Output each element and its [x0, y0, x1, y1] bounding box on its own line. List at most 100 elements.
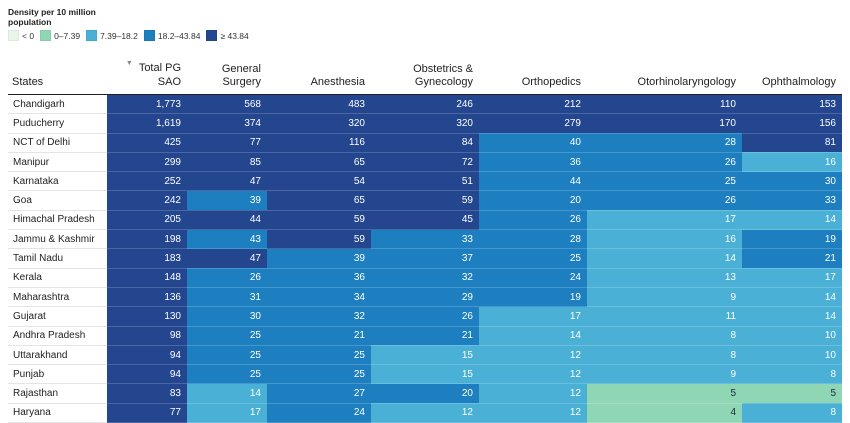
density-value-cell: 77: [107, 403, 187, 423]
column-header-general-surgery[interactable]: General Surgery: [187, 55, 267, 95]
density-value-cell: 198: [107, 229, 187, 250]
density-value-cell: 65: [267, 152, 371, 173]
density-value-cell: 10: [742, 326, 842, 346]
column-header-orthopedics[interactable]: Orthopedics: [479, 55, 587, 95]
density-value-cell: 21: [267, 326, 371, 346]
density-value-cell: 36: [479, 152, 587, 173]
density-value-cell: 25: [587, 171, 742, 192]
legend-title: Density per 10 million population: [8, 7, 96, 27]
density-value-cell: 29: [371, 287, 479, 308]
density-value-cell: 5: [587, 383, 742, 404]
column-header-label: Ophthalmology: [762, 76, 836, 88]
density-value-cell: 9: [587, 287, 742, 308]
table-body: Chandigarh 1,773 568 483 246 212 110 153 Puduche…: [8, 94, 842, 423]
density-value-cell: 110: [587, 94, 742, 115]
column-header-anesthesia[interactable]: Anesthesia: [267, 55, 371, 95]
density-value-cell: 72: [371, 152, 479, 173]
table-row: Himachal Pradesh 205 44 59 45 26 17 14: [8, 210, 842, 231]
table-row: Jammu & Kashmir 198 43 59 33 28 16 19: [8, 229, 842, 250]
density-value-cell: 374: [187, 113, 267, 134]
density-value-cell: 246: [371, 94, 479, 115]
density-value-cell: 483: [267, 94, 371, 115]
state-name-cell: Kerala: [8, 268, 107, 288]
density-value-cell: 320: [371, 113, 479, 134]
legend-swatch: [143, 30, 155, 41]
legend-items: < 0 0–7.39 7.39–18.2 18.2–43.84 ≥ 43.84: [8, 30, 255, 41]
density-value-cell: 33: [371, 229, 479, 250]
density-value-cell: 12: [479, 364, 587, 385]
density-value-cell: 170: [587, 113, 742, 134]
state-name-cell: Manipur: [8, 152, 107, 173]
density-value-cell: 14: [587, 248, 742, 269]
table-row: Chandigarh 1,773 568 483 246 212 110 153: [8, 94, 842, 115]
density-value-cell: 14: [742, 210, 842, 231]
density-value-cell: 568: [187, 94, 267, 115]
column-header-states[interactable]: States: [8, 55, 107, 95]
density-value-cell: 16: [742, 152, 842, 173]
density-value-cell: 9: [587, 364, 742, 385]
density-value-cell: 30: [742, 171, 842, 192]
density-value-cell: 12: [479, 403, 587, 423]
density-value-cell: 14: [742, 287, 842, 308]
legend-swatch: [206, 30, 218, 41]
state-name-cell: Chandigarh: [8, 94, 107, 115]
density-value-cell: 148: [107, 268, 187, 288]
legend-label: 18.2–43.84: [157, 30, 201, 41]
column-header-ophthalmology[interactable]: Ophthalmology: [742, 55, 842, 95]
density-value-cell: 16: [587, 229, 742, 250]
table-row: Karnataka 252 47 54 51 44 25 30: [8, 171, 842, 192]
density-value-cell: 320: [267, 113, 371, 134]
table-row: Manipur 299 85 65 72 36 26 16: [8, 152, 842, 173]
density-value-cell: 17: [479, 306, 587, 327]
column-header-otorhinolaryngology[interactable]: Otorhinolaryngology: [587, 55, 742, 95]
density-value-cell: 25: [267, 364, 371, 385]
density-value-cell: 34: [267, 287, 371, 308]
column-header-label: Orthopedics: [521, 76, 581, 88]
state-name-cell: Gujarat: [8, 306, 107, 327]
table-row: Uttarakhand 94 25 25 15 12 8 10: [8, 345, 842, 366]
density-value-cell: 20: [479, 190, 587, 211]
table-row: Rajasthan 83 14 27 20 12 5 5: [8, 383, 842, 404]
density-value-cell: 8: [587, 345, 742, 366]
density-value-cell: 25: [187, 364, 267, 385]
density-value-cell: 205: [107, 210, 187, 231]
density-value-cell: 28: [587, 133, 742, 153]
table-row: Tamil Nadu 183 47 39 37 25 14 21: [8, 248, 842, 269]
density-value-cell: 25: [267, 345, 371, 366]
density-value-cell: 156: [742, 113, 842, 134]
density-value-cell: 17: [587, 210, 742, 231]
density-value-cell: 21: [371, 326, 479, 346]
state-name-cell: Goa: [8, 190, 107, 211]
column-header-obstetrics-gynecology[interactable]: Obstetrics & Gynecology: [371, 55, 479, 95]
density-value-cell: 21: [742, 248, 842, 269]
density-value-cell: 30: [187, 306, 267, 327]
density-value-cell: 85: [187, 152, 267, 173]
density-value-cell: 8: [587, 326, 742, 346]
density-value-cell: 47: [187, 248, 267, 269]
density-value-cell: 84: [371, 133, 479, 153]
table-row: Gujarat 130 30 32 26 17 11 14: [8, 306, 842, 327]
density-value-cell: 14: [187, 383, 267, 404]
table-row: Goa 242 39 65 59 20 26 33: [8, 190, 842, 211]
header-row: States ▼ Total PG SAO General Surgery Ane…: [8, 55, 842, 95]
density-value-cell: 4: [587, 403, 742, 423]
state-name-cell: Punjab: [8, 364, 107, 385]
density-value-cell: 116: [267, 133, 371, 153]
density-value-cell: 26: [187, 268, 267, 288]
column-header-total-pg-sao[interactable]: ▼ Total PG SAO: [107, 55, 187, 95]
density-value-cell: 39: [187, 190, 267, 211]
state-name-cell: Jammu & Kashmir: [8, 229, 107, 250]
table-row: Kerala 148 26 36 32 24 13 17: [8, 268, 842, 288]
legend-swatch: [8, 30, 19, 41]
density-value-cell: 26: [587, 152, 742, 173]
legend-swatch: [40, 30, 52, 41]
state-name-cell: Puducherry: [8, 113, 107, 134]
density-value-cell: 26: [587, 190, 742, 211]
density-value-cell: 26: [371, 306, 479, 327]
density-value-cell: 32: [371, 268, 479, 288]
density-value-cell: 15: [371, 364, 479, 385]
density-value-cell: 153: [742, 94, 842, 115]
density-table-container: States ▼ Total PG SAO General Surgery Ane…: [8, 55, 842, 423]
legend: Density per 10 million population < 0 0–7…: [8, 7, 255, 41]
density-value-cell: 15: [371, 345, 479, 366]
